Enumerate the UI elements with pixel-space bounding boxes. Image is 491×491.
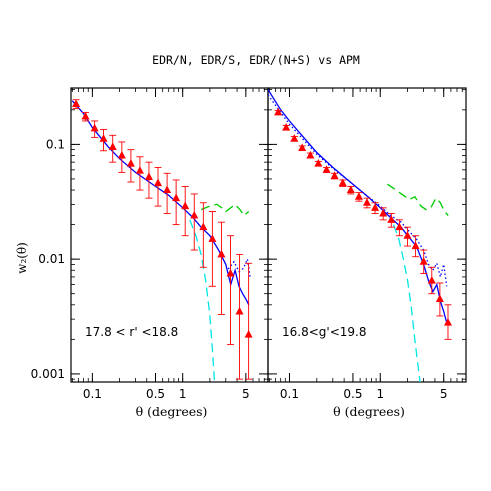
left-data-point	[99, 134, 108, 142]
right-panel-annotation: 16.8<g'<19.8	[282, 325, 366, 339]
right-data-point	[427, 276, 436, 284]
left-data-point	[144, 172, 153, 180]
right-data-point	[411, 241, 420, 250]
right-series-dashed-2	[387, 183, 449, 216]
right-x-tick-label: 5	[440, 387, 448, 401]
left-data-point	[163, 185, 172, 194]
left-series-solid-0	[71, 100, 250, 306]
left-panel: 0.1 0.5 1 5 0.001 0.01 0.1 17.8 < r' <18.8 θ (de…	[31, 87, 269, 419]
left-data-point	[172, 193, 181, 202]
left-series-dashed-3	[189, 219, 216, 382]
right-data-point	[435, 294, 444, 302]
left-y-tick-label: 0.1	[46, 137, 65, 151]
right-series-dashed-3	[392, 224, 421, 382]
left-data-point	[135, 166, 144, 174]
left-data-point	[244, 330, 253, 338]
right-data-point	[395, 222, 404, 231]
left-data-point	[217, 249, 226, 258]
right-data-point	[379, 208, 388, 217]
right-data-point	[419, 257, 428, 265]
right-x-tick-label: 1	[376, 387, 384, 401]
right-data-point	[354, 192, 363, 200]
right-data-point	[403, 231, 412, 239]
left-data-point	[199, 222, 208, 231]
right-data-point	[443, 317, 452, 326]
right-data-point	[274, 107, 283, 116]
right-data-point	[371, 203, 380, 211]
right-panel: 0.1 0.5 1 5 16.8<g'<19.8 θ (degrees)	[267, 87, 467, 419]
left-data-point	[154, 178, 163, 187]
left-data-point	[81, 111, 90, 120]
right-data-point	[362, 198, 371, 206]
left-data-point	[126, 159, 135, 167]
left-data-point	[90, 123, 99, 132]
left-data-point	[208, 234, 217, 242]
right-data-point	[322, 165, 331, 173]
right-x-axis-label: θ (degrees)	[333, 404, 405, 419]
left-x-tick-label: 5	[242, 387, 250, 401]
left-data-point	[226, 268, 235, 277]
left-data-point	[117, 150, 126, 159]
right-data-point	[290, 134, 299, 142]
right-data-point	[387, 215, 396, 223]
right-data-point	[282, 123, 291, 131]
left-series-dashed-2	[200, 203, 250, 217]
right-data-point	[330, 171, 339, 180]
left-panel-annotation: 17.8 < r' <18.8	[85, 325, 178, 339]
left-x-tick-label: 0.1	[83, 387, 102, 401]
right-data-point	[346, 185, 355, 194]
right-data-point	[314, 159, 323, 167]
left-data-point	[72, 99, 81, 107]
right-data-point	[338, 178, 347, 187]
left-x-axis-label: θ (degrees)	[136, 404, 208, 419]
left-data-point	[181, 201, 190, 210]
right-data-point	[306, 150, 315, 159]
chart-title: EDR/N, EDR/S, EDR/(N+S) vs APM	[152, 53, 360, 67]
left-x-tick-label: 0.5	[146, 387, 165, 401]
right-series-solid-0	[268, 89, 448, 323]
left-data-point	[190, 210, 199, 219]
right-axes-frame	[267, 87, 467, 383]
left-data-point	[235, 306, 244, 315]
left-x-tick-label: 1	[179, 387, 187, 401]
left-y-tick-label: 0.01	[38, 252, 65, 266]
left-y-tick-label: 0.001	[31, 367, 65, 381]
y-axis-label: w₂(θ)	[15, 242, 29, 274]
right-data-point	[298, 143, 307, 152]
left-data-point	[108, 142, 117, 150]
right-x-tick-label: 0.1	[280, 387, 299, 401]
right-series-dotted-1	[268, 94, 448, 287]
right-x-tick-label: 0.5	[343, 387, 362, 401]
